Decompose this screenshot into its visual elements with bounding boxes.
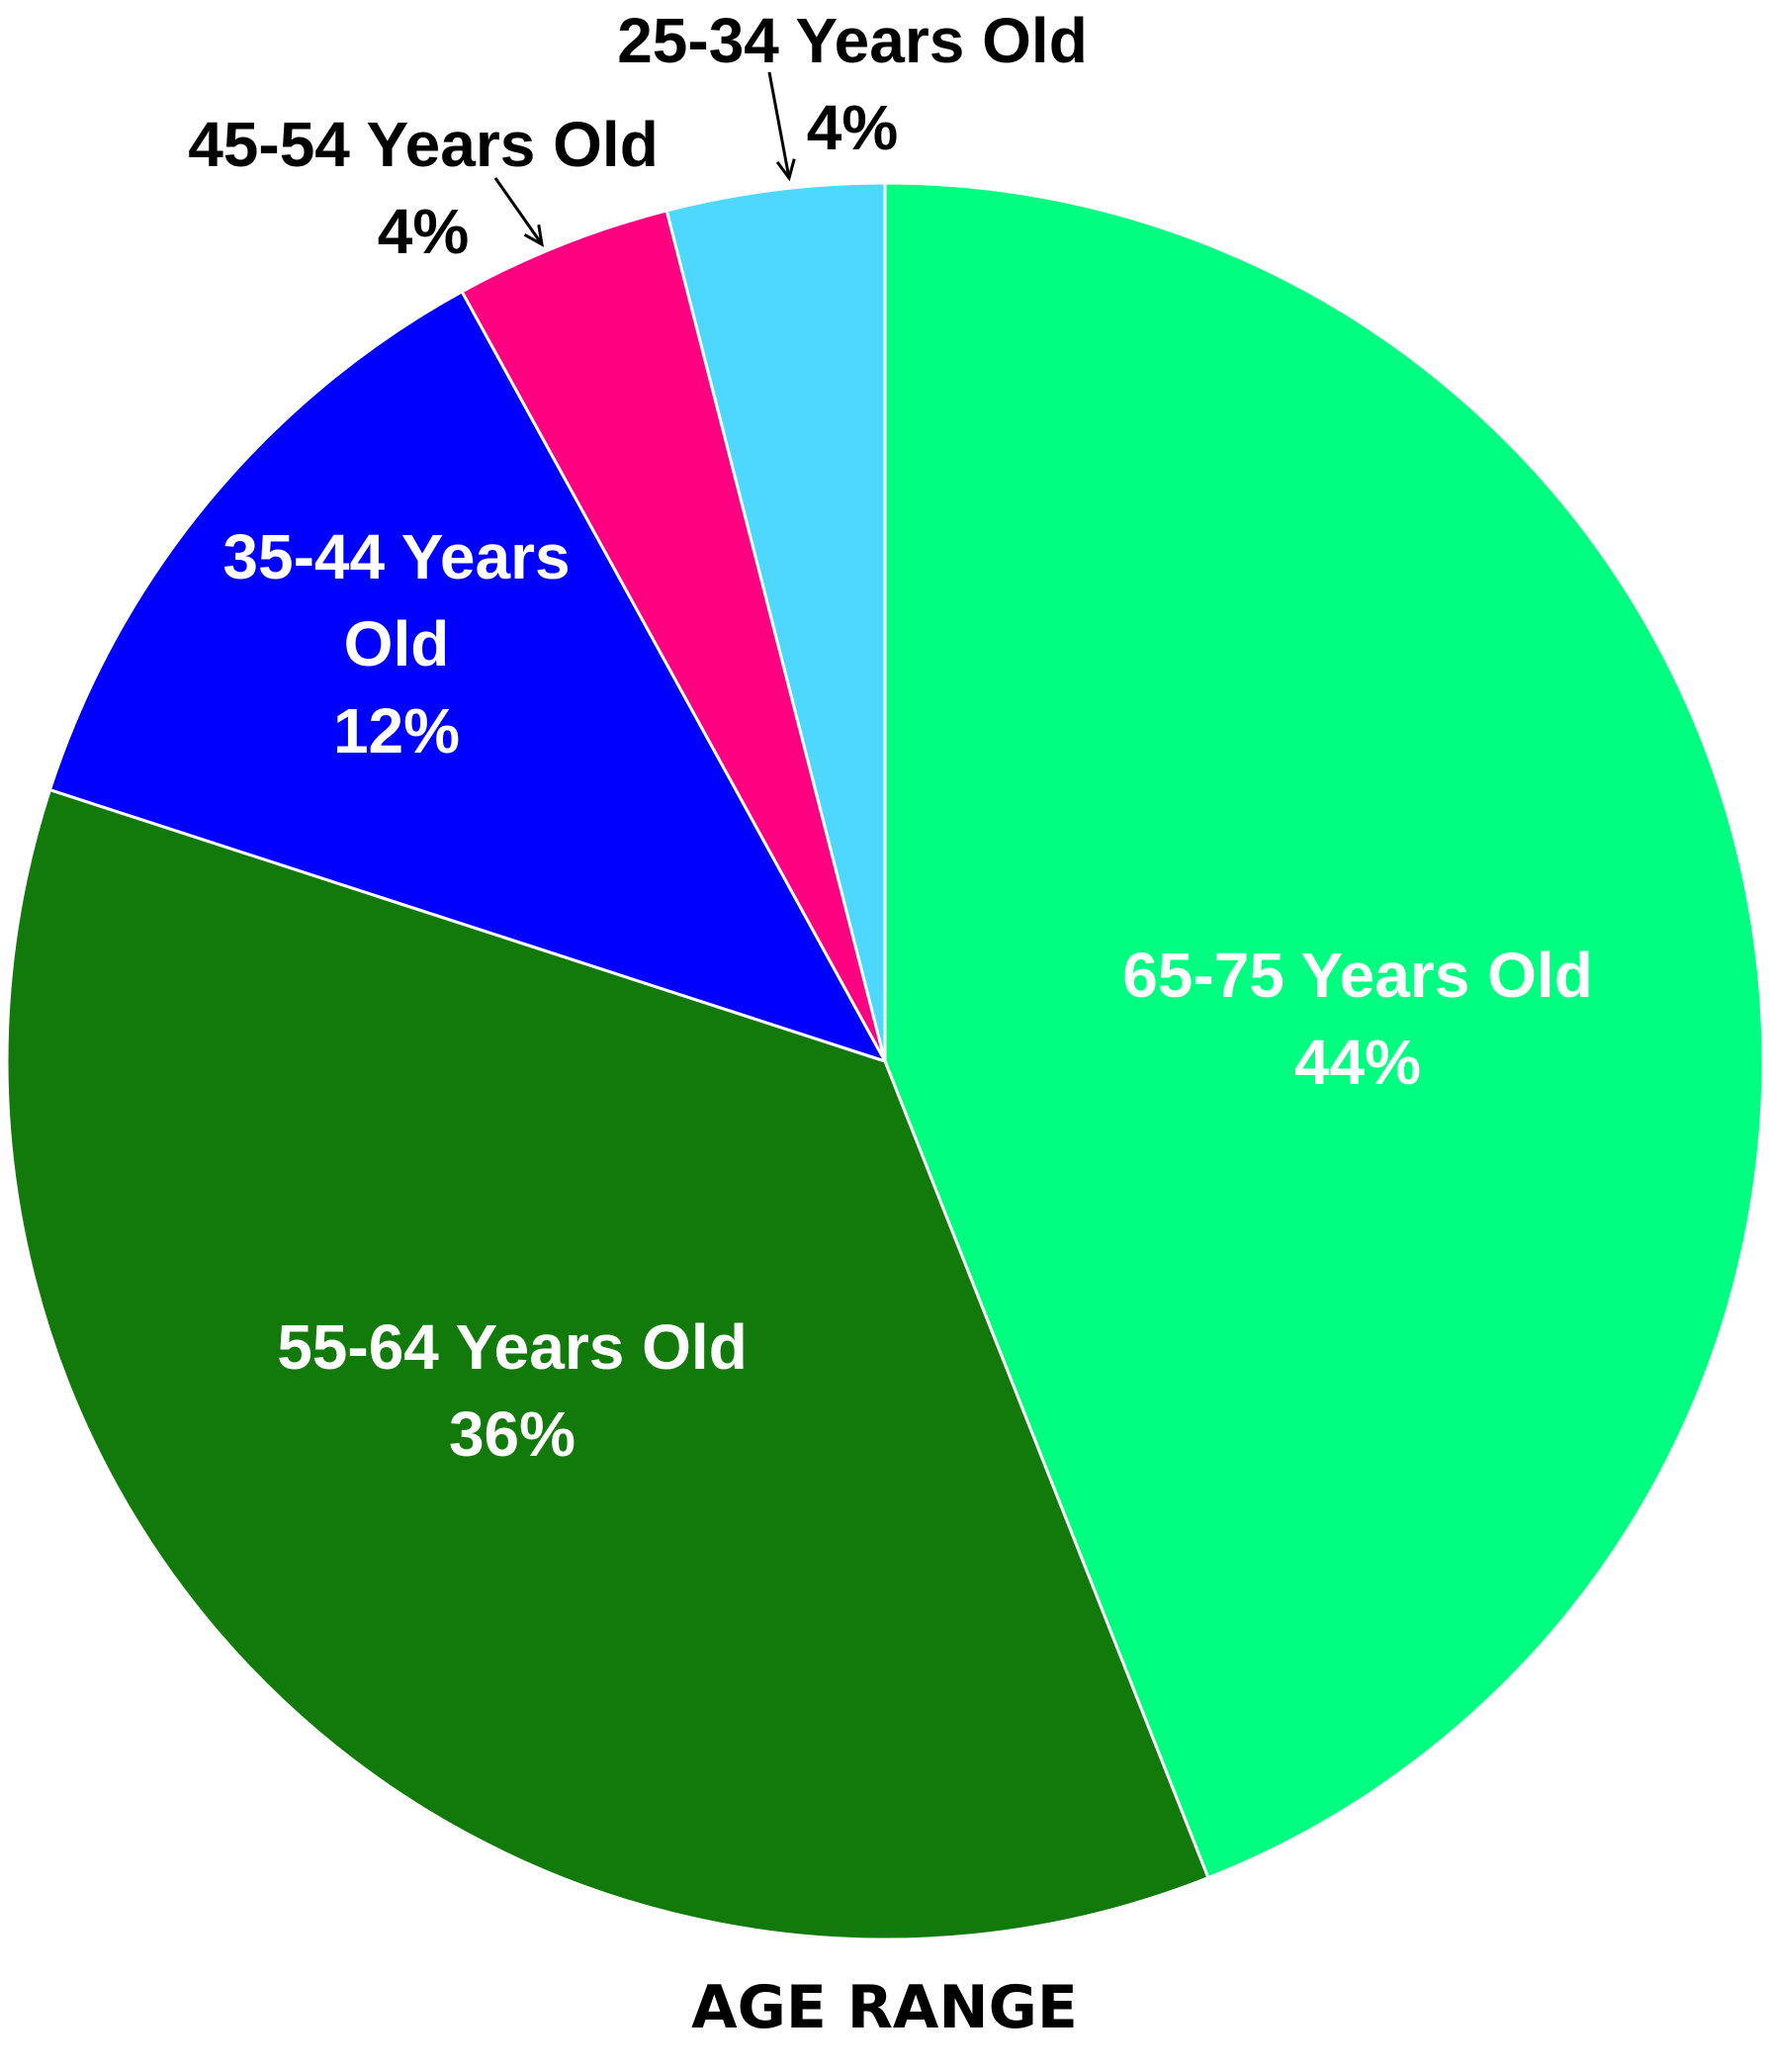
category-label: 35-44 Years Old <box>222 521 571 679</box>
category-label: 25-34 Years Old <box>617 5 1088 76</box>
pie-slice <box>664 181 887 1062</box>
pie-slice <box>47 289 889 1064</box>
chart-title: AGE RANGE <box>691 1973 1078 2042</box>
slice-label: 45-54 Years Old 4% <box>77 101 769 275</box>
category-label: 45-54 Years Old <box>188 109 659 180</box>
leader-line <box>493 177 544 245</box>
pie-slice <box>883 181 1765 1880</box>
slice-label: 35-44 Years Old 12% <box>209 513 584 774</box>
leader-arrowhead <box>775 158 796 182</box>
slice-label: 65-75 Years Old 44% <box>1012 932 1704 1106</box>
slice-label: 55-64 Years Old 36% <box>166 1304 858 1478</box>
value-label: 4% <box>806 92 899 163</box>
value-label: 12% <box>332 695 461 766</box>
value-label: 44% <box>1293 1027 1422 1098</box>
pie-slice <box>5 787 1210 1941</box>
category-label: 55-64 Years Old <box>277 1311 748 1383</box>
slice-label: 25-34 Years Old 4% <box>506 0 1198 171</box>
pie-slice <box>460 209 887 1062</box>
value-label: 4% <box>377 196 470 267</box>
leader-arrowhead <box>523 225 544 247</box>
value-label: 36% <box>448 1398 576 1470</box>
leader-line <box>767 71 791 179</box>
category-label: 65-75 Years Old <box>1122 940 1593 1011</box>
